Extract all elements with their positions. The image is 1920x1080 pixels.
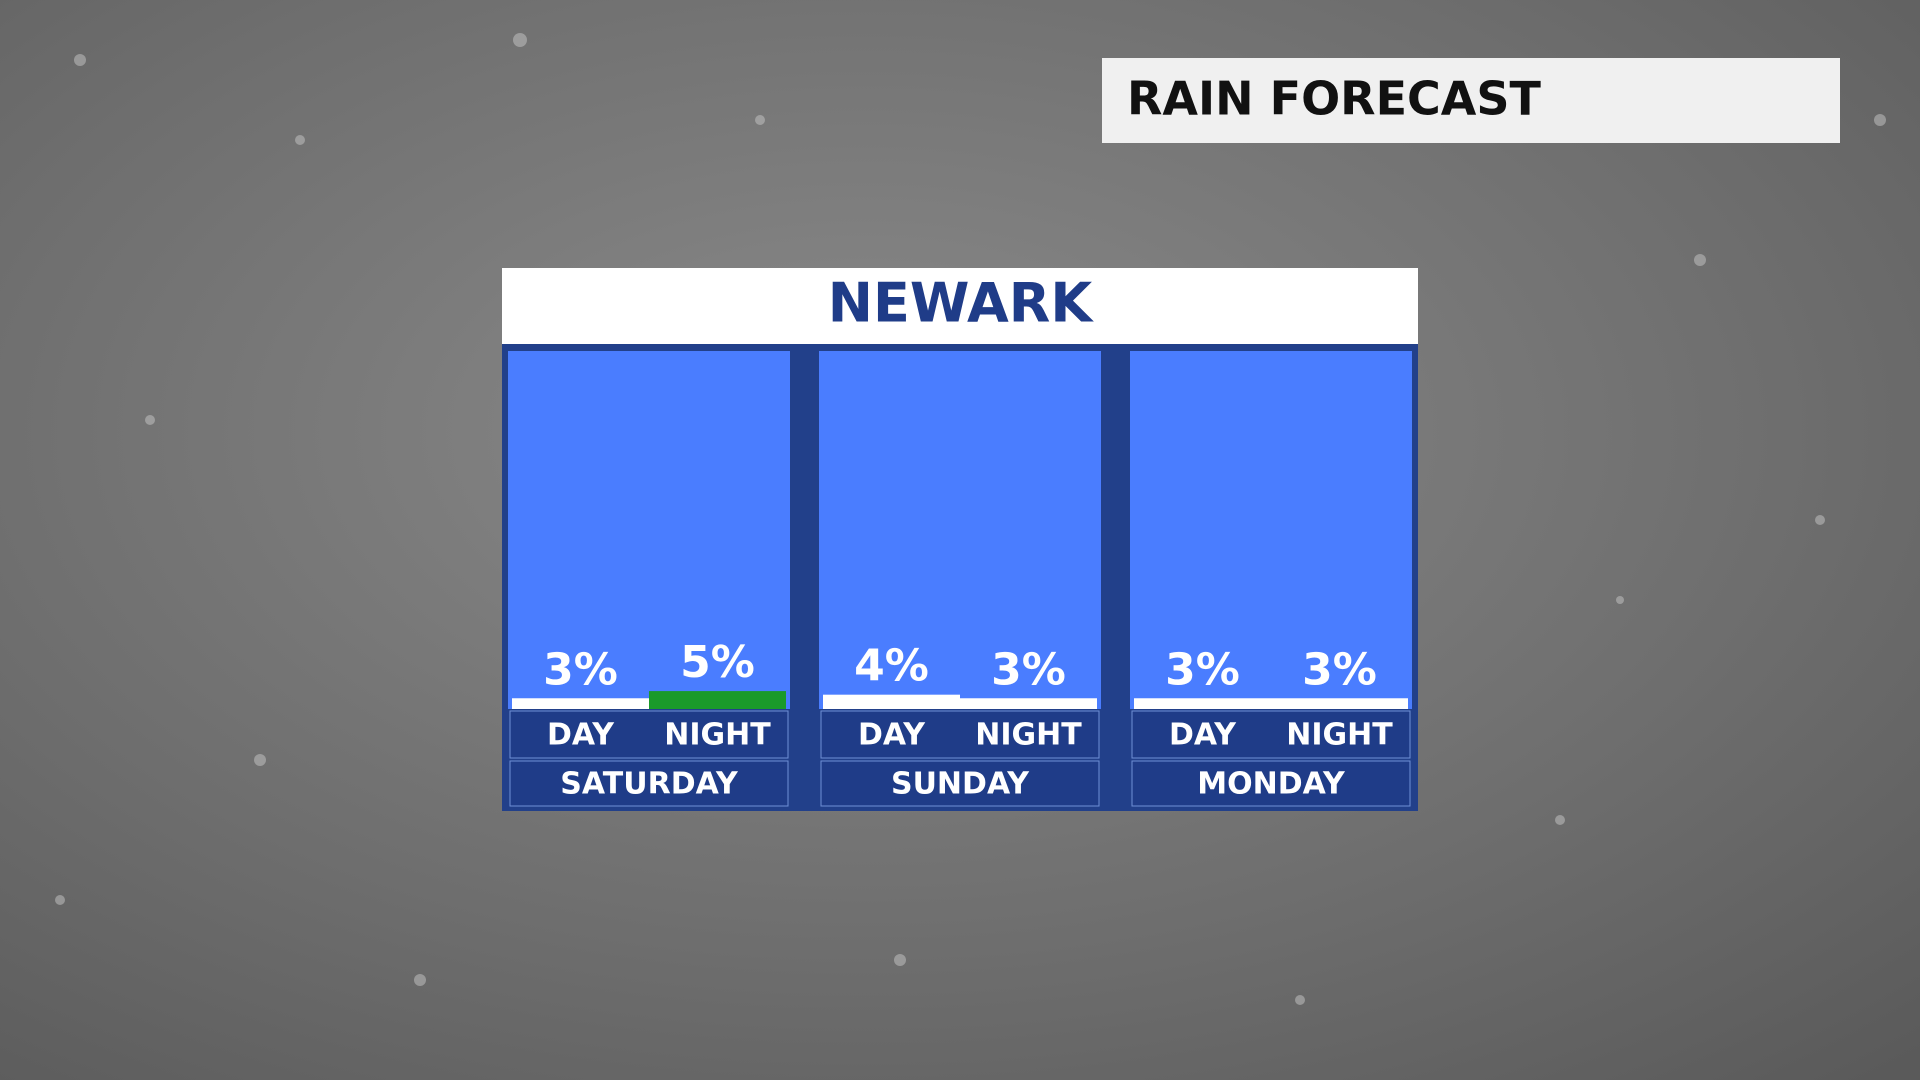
value-label: 3% [1302, 644, 1377, 695]
bar [512, 698, 649, 709]
rain-drops [55, 33, 1886, 1005]
day-label: MONDAY [1197, 767, 1346, 802]
label-row [509, 710, 789, 759]
value-label: 3% [991, 644, 1066, 695]
bar [1134, 698, 1271, 709]
column-background [1130, 351, 1412, 709]
value-label: 3% [543, 644, 618, 695]
column-background [508, 351, 790, 709]
value-label: 4% [854, 641, 929, 692]
period-label: NIGHT [1286, 718, 1393, 753]
day-row [820, 760, 1100, 807]
day-label: SATURDAY [560, 767, 739, 802]
period-label: NIGHT [664, 718, 771, 753]
bar [649, 691, 786, 709]
header-title: RAIN FORECAST [1127, 72, 1542, 126]
chart-title: NEWARK [828, 272, 1095, 335]
value-label: 3% [1165, 644, 1240, 695]
period-label: DAY [547, 718, 615, 753]
bar [823, 694, 960, 709]
day-label: SUNDAY [891, 767, 1030, 802]
bar [960, 698, 1097, 709]
title-band [502, 268, 1418, 344]
day-row [1131, 760, 1411, 807]
bar [1271, 698, 1408, 709]
period-label: DAY [858, 718, 926, 753]
label-row [820, 710, 1100, 759]
column-background [819, 351, 1101, 709]
period-label: NIGHT [975, 718, 1082, 753]
period-label: DAY [1169, 718, 1237, 753]
value-label: 5% [680, 637, 755, 688]
header-box [1102, 58, 1840, 143]
label-row [1131, 710, 1411, 759]
day-row [509, 760, 789, 807]
